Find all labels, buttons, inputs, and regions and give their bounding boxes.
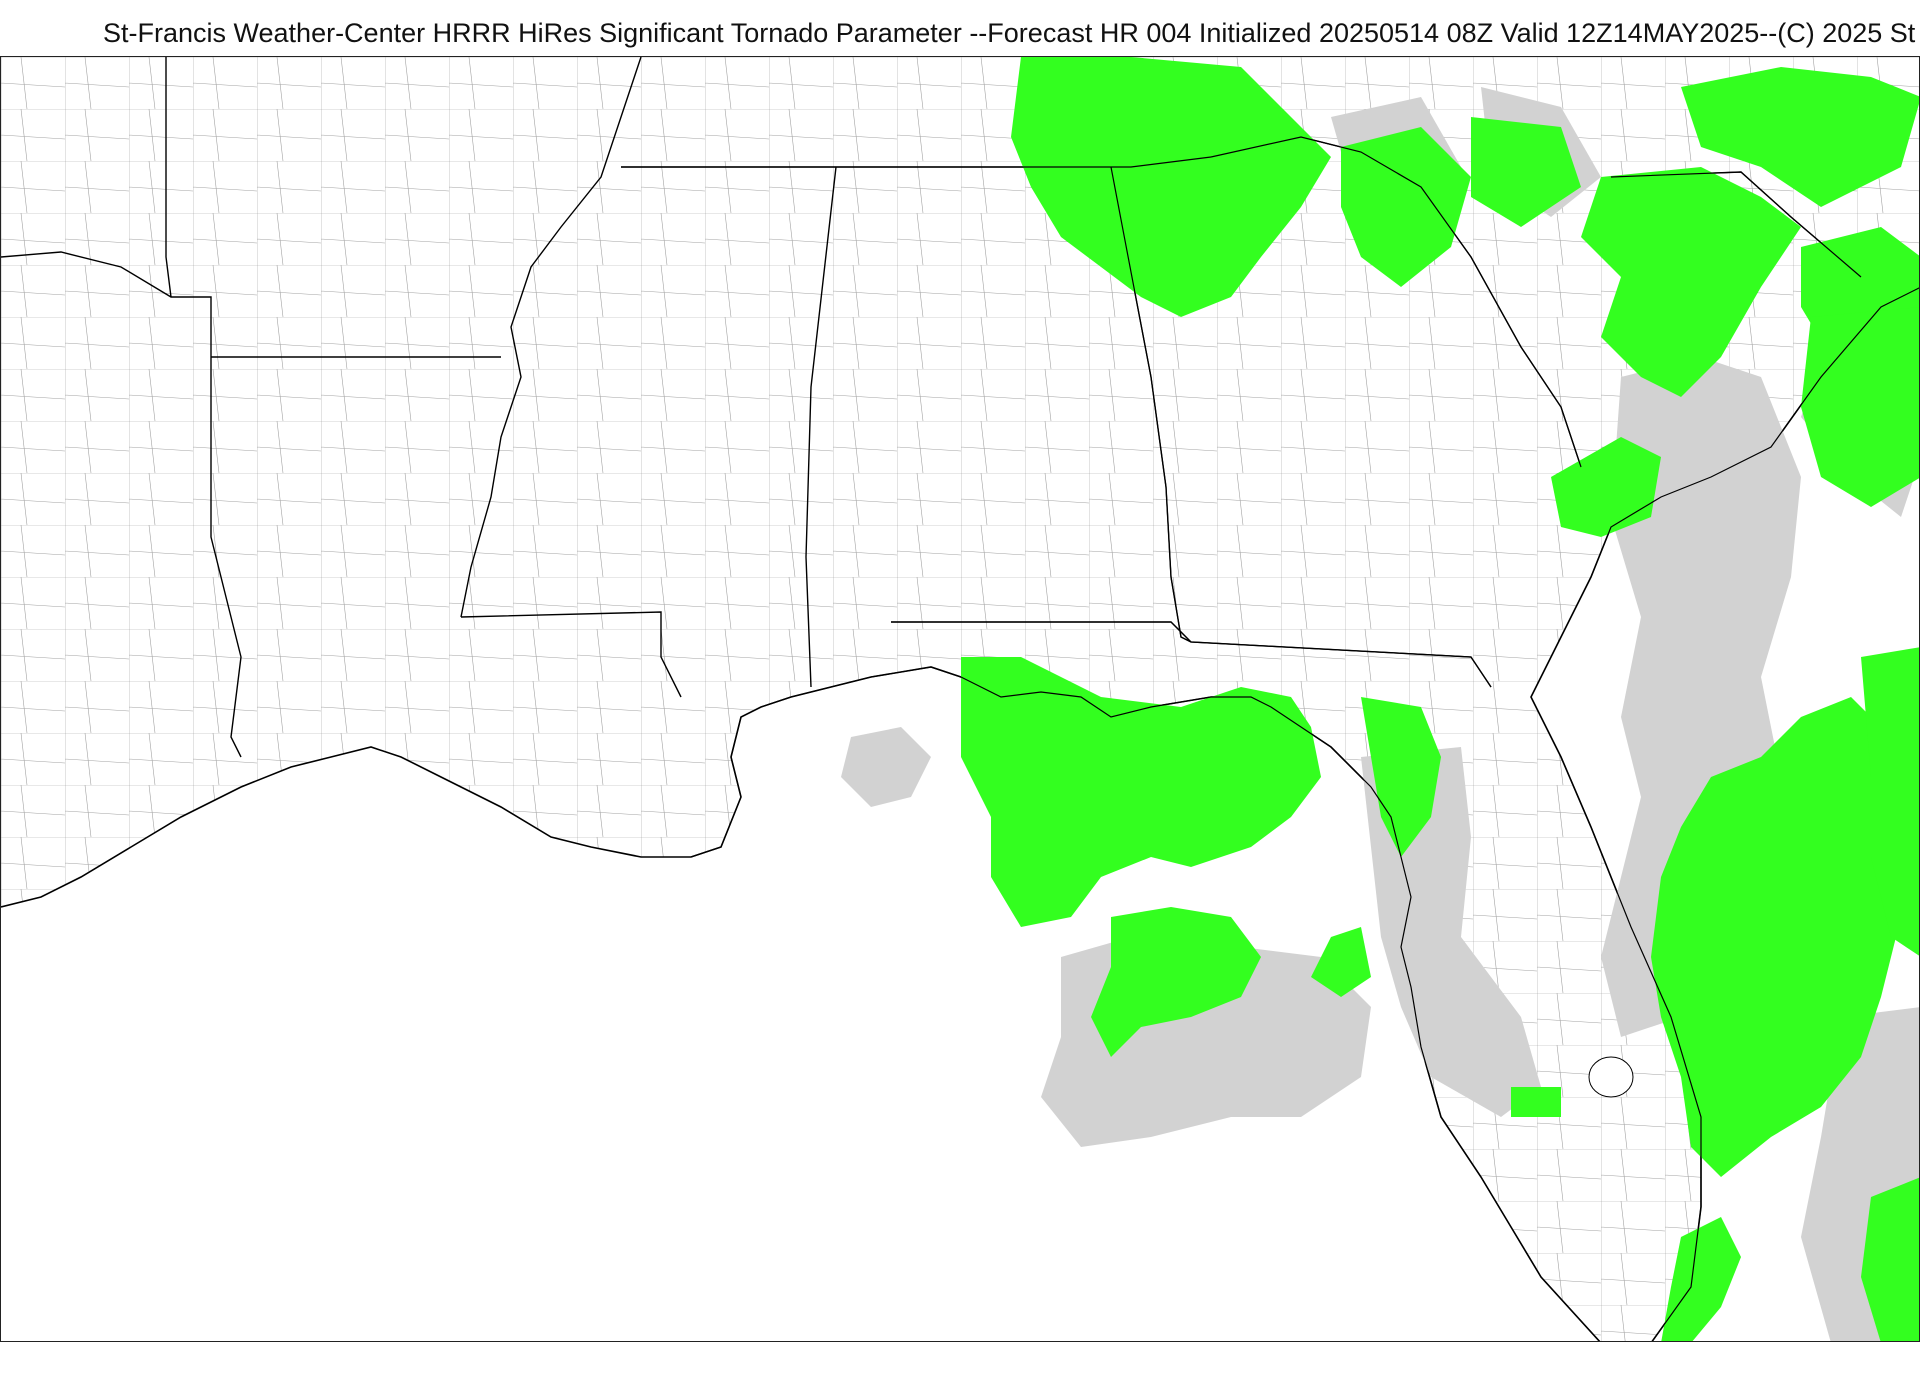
lake-icon (1588, 1056, 1634, 1098)
stp-green-areas (961, 57, 1919, 1341)
map-canvas (1, 57, 1919, 1341)
forecast-map (0, 56, 1920, 1342)
map-title: St-Francis Weather-Center HRRR HiRes Sig… (0, 14, 1920, 54)
map-title-text: St-Francis Weather-Center HRRR HiRes Sig… (103, 18, 1920, 48)
